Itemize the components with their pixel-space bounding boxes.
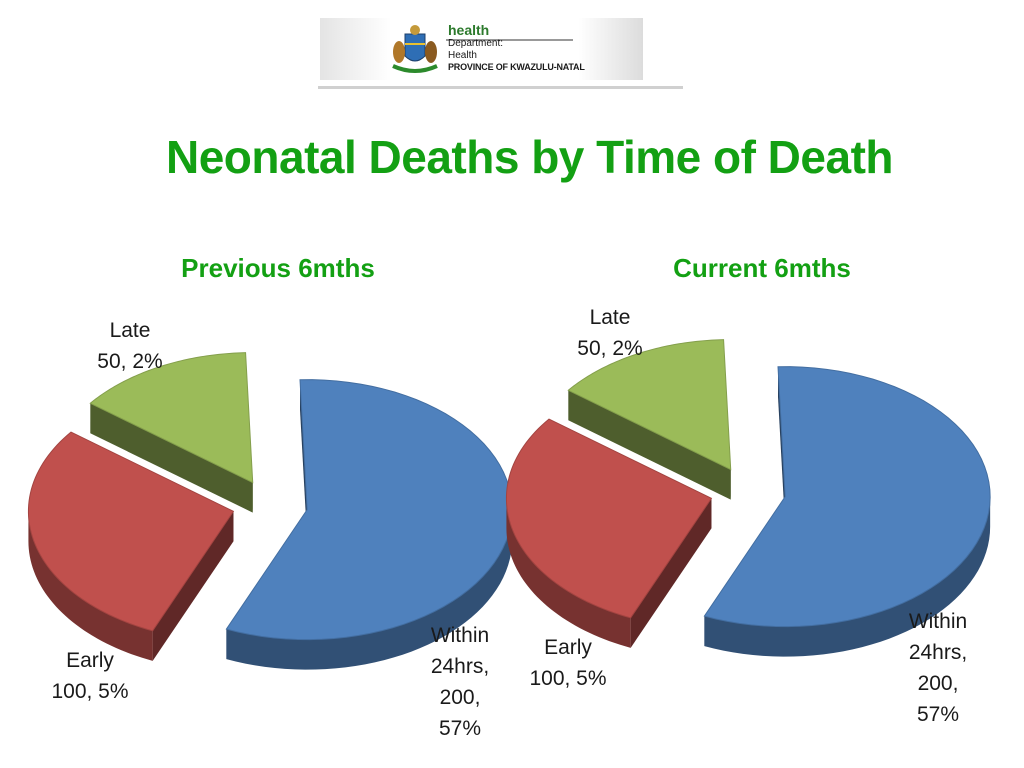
logo-province: PROVINCE OF KWAZULU-NATAL xyxy=(448,62,585,72)
chart-title-current: Current 6mths xyxy=(673,253,851,283)
slice-wall xyxy=(90,403,253,513)
data-label-line: 50, 2% xyxy=(97,350,163,373)
logo-department: Department: xyxy=(448,38,504,49)
pie-slice-within-24hrs xyxy=(703,366,991,657)
data-label-line: Within xyxy=(908,610,968,633)
slice-edge xyxy=(226,509,513,670)
data-label-line: 57% xyxy=(916,703,960,726)
logo-text: health Department: Health PROVINCE OF KW… xyxy=(448,22,608,73)
pie-slice-late xyxy=(89,352,254,513)
data-label-late: Late 50, 2% xyxy=(80,315,180,377)
pie-slice-early xyxy=(27,431,235,661)
coat-of-arms-icon xyxy=(392,25,438,73)
slice-top xyxy=(567,339,732,471)
data-label-line: 100, 5% xyxy=(51,680,129,703)
data-label-line: 200, xyxy=(917,672,959,695)
data-label-line: Within xyxy=(430,624,490,647)
data-label-line: 24hrs, xyxy=(908,641,968,664)
data-label-early: Early 100, 5% xyxy=(30,645,150,707)
slice-top xyxy=(505,418,713,619)
slice-top xyxy=(703,366,991,628)
slice-wall xyxy=(152,511,234,661)
chart-title-previous: Previous 6mths xyxy=(181,253,375,283)
pie-slice-early xyxy=(505,418,713,648)
slice-wall xyxy=(568,390,731,500)
data-label-within-24hrs: Within 24hrs, 200, 57% xyxy=(888,606,988,730)
pie-slice-within-24hrs xyxy=(225,379,513,670)
slice-edge xyxy=(506,498,631,648)
slice-top xyxy=(89,352,254,484)
logo-health-sub: Health xyxy=(448,50,477,61)
pie-chart-0 xyxy=(27,352,513,670)
slice-edge xyxy=(28,511,153,661)
pie-slice-late xyxy=(567,339,732,500)
data-label-line: Late xyxy=(109,319,151,342)
slice-edge xyxy=(704,496,991,657)
logo-banner xyxy=(318,18,683,89)
data-label-line: 50, 2% xyxy=(577,337,643,360)
data-label-line: 57% xyxy=(438,717,482,740)
data-label-early: Early 100, 5% xyxy=(508,632,628,694)
data-label-late: Late 50, 2% xyxy=(560,302,660,364)
data-label-line: 24hrs, xyxy=(430,655,490,678)
pie-chart-1 xyxy=(505,339,991,657)
data-label-line: 100, 5% xyxy=(529,667,607,690)
data-label-line: Late xyxy=(589,306,631,329)
slice-wall xyxy=(630,498,712,648)
data-label-line: Early xyxy=(66,649,114,672)
page-title: Neonatal Deaths by Time of Death xyxy=(166,131,894,183)
data-label-line: Early xyxy=(544,636,592,659)
logo-health: health xyxy=(448,22,490,38)
data-label-within-24hrs: Within 24hrs, 200, 57% xyxy=(410,620,510,744)
slice-top xyxy=(27,431,235,632)
data-label-line: 200, xyxy=(439,686,481,709)
